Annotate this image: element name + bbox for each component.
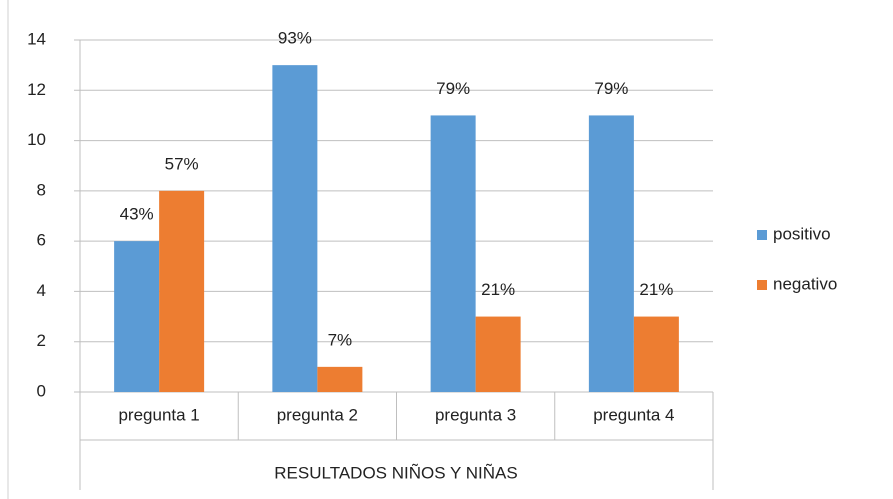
y-tick-label: 6 [37,231,46,250]
y-tick-label: 0 [37,381,46,400]
data-label: 79% [436,79,470,98]
data-label: 21% [481,280,515,299]
bar [430,115,476,392]
y-tick-label: 2 [37,331,46,350]
y-tick-label: 4 [37,281,46,300]
bar [588,115,634,392]
x-tick-label: pregunta 3 [435,405,516,424]
data-label: 57% [165,154,199,173]
data-label: 7% [328,330,353,349]
x-tick-label: pregunta 2 [277,405,358,424]
y-tick-label: 10 [27,130,46,149]
data-label: 43% [120,205,154,224]
data-label: 93% [278,29,312,48]
y-tick-label: 12 [27,80,46,99]
x-axis-label: RESULTADOS NIÑOS Y NIÑAS [274,463,517,482]
bar [475,316,521,392]
bar [159,190,205,392]
legend-swatch [757,280,767,290]
bar [633,316,679,392]
x-tick-label: pregunta 1 [118,405,199,424]
bar [317,366,363,392]
bar [114,241,160,392]
x-tick-label: pregunta 4 [593,405,674,424]
legend-label: positivo [773,224,831,243]
bar [272,65,318,393]
y-tick-label: 14 [27,29,46,48]
legend-label: negativo [773,274,837,293]
data-label: 79% [594,79,628,98]
y-tick-label: 8 [37,180,46,199]
data-label: 21% [639,280,673,299]
legend-swatch [757,230,767,240]
